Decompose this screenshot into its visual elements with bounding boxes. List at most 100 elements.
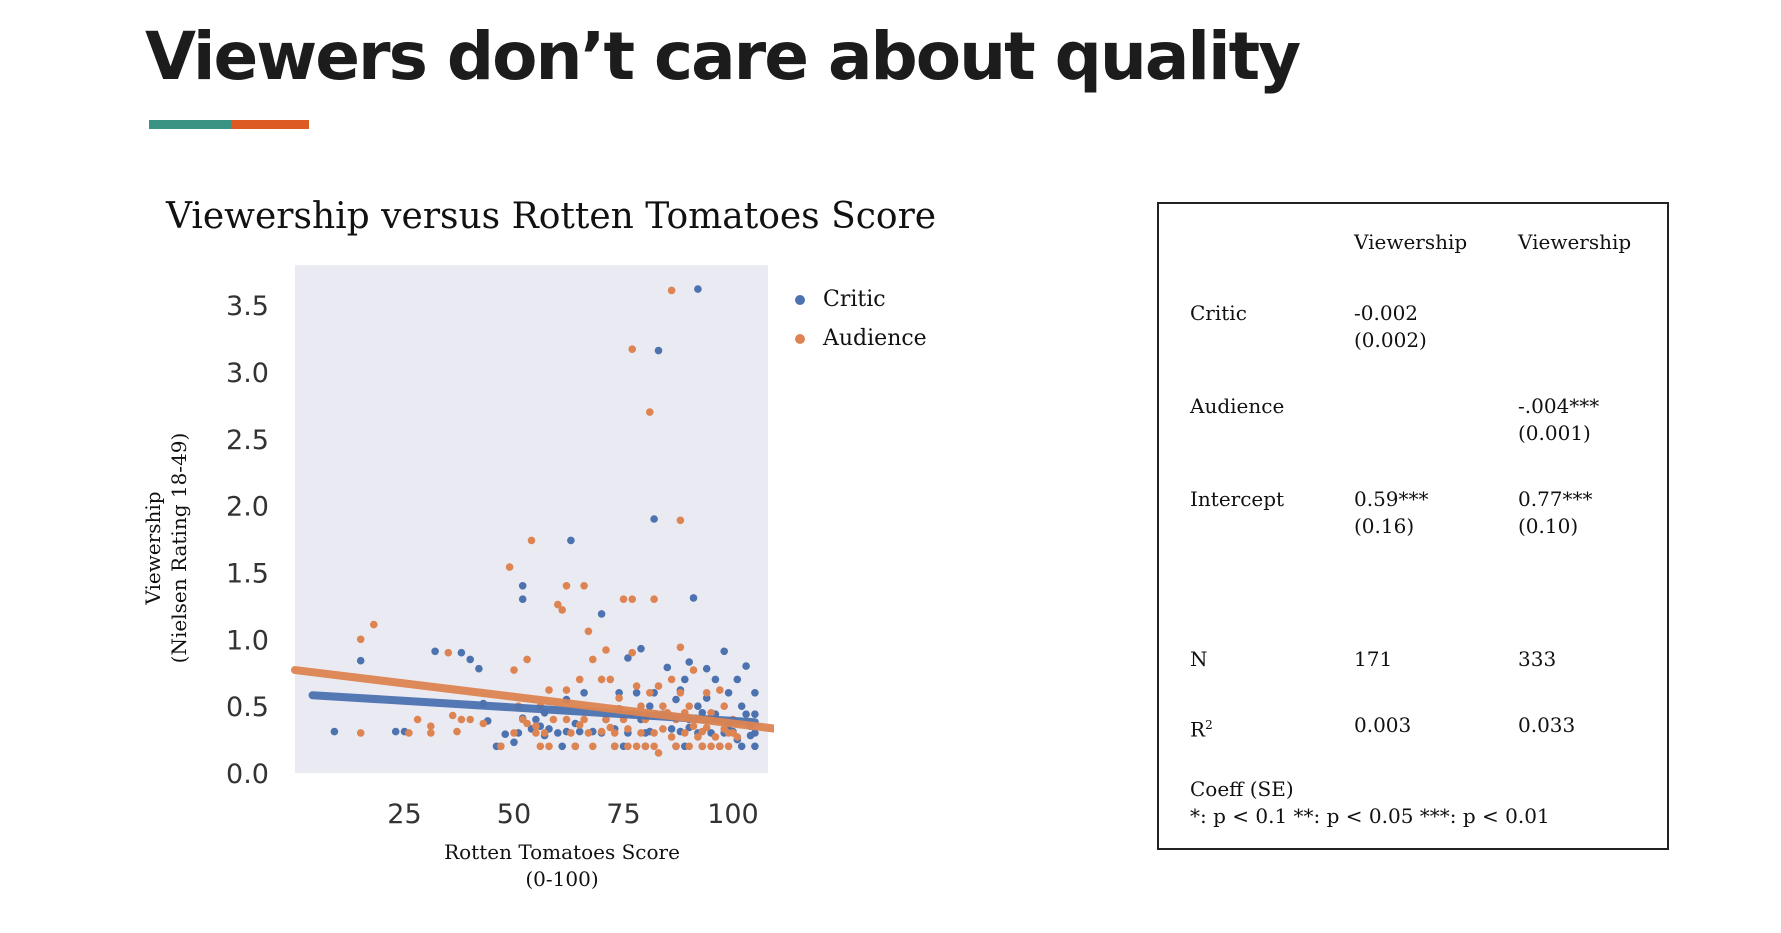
critic-point [737, 702, 746, 710]
audience-point [575, 721, 584, 729]
audience-point [567, 729, 575, 737]
critic-point [457, 648, 466, 657]
plot-area [295, 265, 768, 773]
audience-point [562, 715, 571, 724]
x-axis-label-line1: Rotten Tomatoes Score [444, 840, 680, 864]
audience-se: (0.001) [1518, 421, 1591, 445]
critic-point [532, 715, 540, 724]
audience-point [427, 722, 435, 730]
critic-point [663, 663, 672, 672]
audience-point [558, 606, 566, 614]
audience-point [628, 595, 636, 603]
legend-item-audience: Audience [795, 319, 927, 358]
audience-point [632, 742, 641, 751]
chart-marks [291, 285, 774, 757]
audience-point [694, 733, 702, 741]
audience-point [716, 742, 724, 751]
critic-point [694, 285, 702, 293]
intercept-se-2: (0.10) [1518, 514, 1579, 538]
audience-point [589, 742, 597, 751]
audience-point [615, 694, 623, 702]
audience-point [632, 682, 641, 690]
critic-point [554, 729, 562, 737]
chart-title: Viewership versus Rotten Tomatoes Score [166, 196, 937, 237]
legend-marker-critic [795, 294, 805, 305]
audience-point [497, 742, 505, 751]
critic-point [654, 346, 663, 355]
x-tick-label: 100 [707, 799, 759, 830]
audience-point [532, 722, 540, 730]
x-tick-label: 75 [606, 799, 640, 830]
audience-point [733, 733, 742, 741]
row-label-n: N [1190, 647, 1208, 671]
critic-point [672, 695, 680, 704]
audience-point [650, 742, 658, 751]
critic-point [751, 689, 759, 697]
audience-point [575, 675, 584, 684]
audience-point [427, 729, 435, 737]
critic-point [702, 694, 711, 702]
audience-point [597, 675, 606, 684]
audience-point [413, 715, 422, 724]
row-label-r-squared: R2 [1190, 712, 1213, 744]
r-squared-exponent: 2 [1205, 718, 1213, 732]
audience-point [510, 666, 518, 674]
audience-point [628, 345, 636, 354]
audience-point [562, 582, 571, 590]
critic-point [689, 594, 698, 602]
critic-point [391, 727, 400, 736]
r-squared-value-1: 0.003 [1354, 713, 1412, 737]
audience-point [448, 711, 457, 720]
audience-point [356, 635, 365, 644]
critic-point [356, 656, 365, 665]
y-tick-label: 2.5 [226, 425, 269, 456]
audience-point [545, 742, 553, 751]
audience-point [646, 689, 654, 697]
audience-point [702, 689, 711, 697]
audience-point [667, 286, 676, 295]
critic-point [637, 644, 645, 653]
audience-point [405, 729, 413, 737]
audience-point [584, 627, 593, 636]
critic-point [702, 664, 711, 673]
audience-point [646, 408, 654, 416]
audience-point [702, 723, 711, 732]
critic-point [667, 725, 676, 733]
audience-point [580, 582, 588, 590]
audience-point [667, 733, 676, 741]
audience-point [532, 729, 540, 737]
audience-point [650, 595, 658, 603]
audience-point [659, 702, 667, 710]
regression-table: Viewership Viewership Critic -0.002 (0.0… [1157, 202, 1669, 850]
critic-point [632, 689, 641, 697]
critic-point [475, 664, 483, 673]
audience-point [554, 600, 562, 609]
audience-point [650, 729, 658, 737]
intercept-coef-2: 0.77*** [1518, 487, 1593, 511]
audience-point [724, 742, 733, 751]
table-header-viewership-1: Viewership [1354, 230, 1468, 254]
audience-point [444, 648, 453, 657]
audience-point [681, 729, 689, 737]
critic-point [751, 729, 759, 737]
x-tick-label: 50 [497, 799, 531, 830]
critic-point [720, 647, 728, 656]
y-tick-label: 1.0 [226, 625, 269, 656]
legend-label-audience: Audience [823, 326, 927, 351]
r-squared-value-2: 0.033 [1518, 713, 1576, 737]
critic-point [742, 710, 750, 718]
audience-point [370, 620, 378, 629]
audience-point [580, 715, 588, 724]
table-footnote-significance: *: p < 0.1 **: p < 0.05 ***: p < 0.01 [1190, 804, 1550, 828]
critic-point [431, 647, 439, 656]
audience-point [698, 742, 707, 751]
audience-point [624, 725, 632, 733]
audience-regression-line [291, 666, 774, 733]
audience-point [549, 715, 558, 724]
audience-point [479, 719, 488, 728]
critic-point [751, 710, 759, 718]
audience-point [654, 682, 663, 690]
r-squared-base: R [1190, 717, 1206, 742]
critic-point [597, 610, 606, 618]
